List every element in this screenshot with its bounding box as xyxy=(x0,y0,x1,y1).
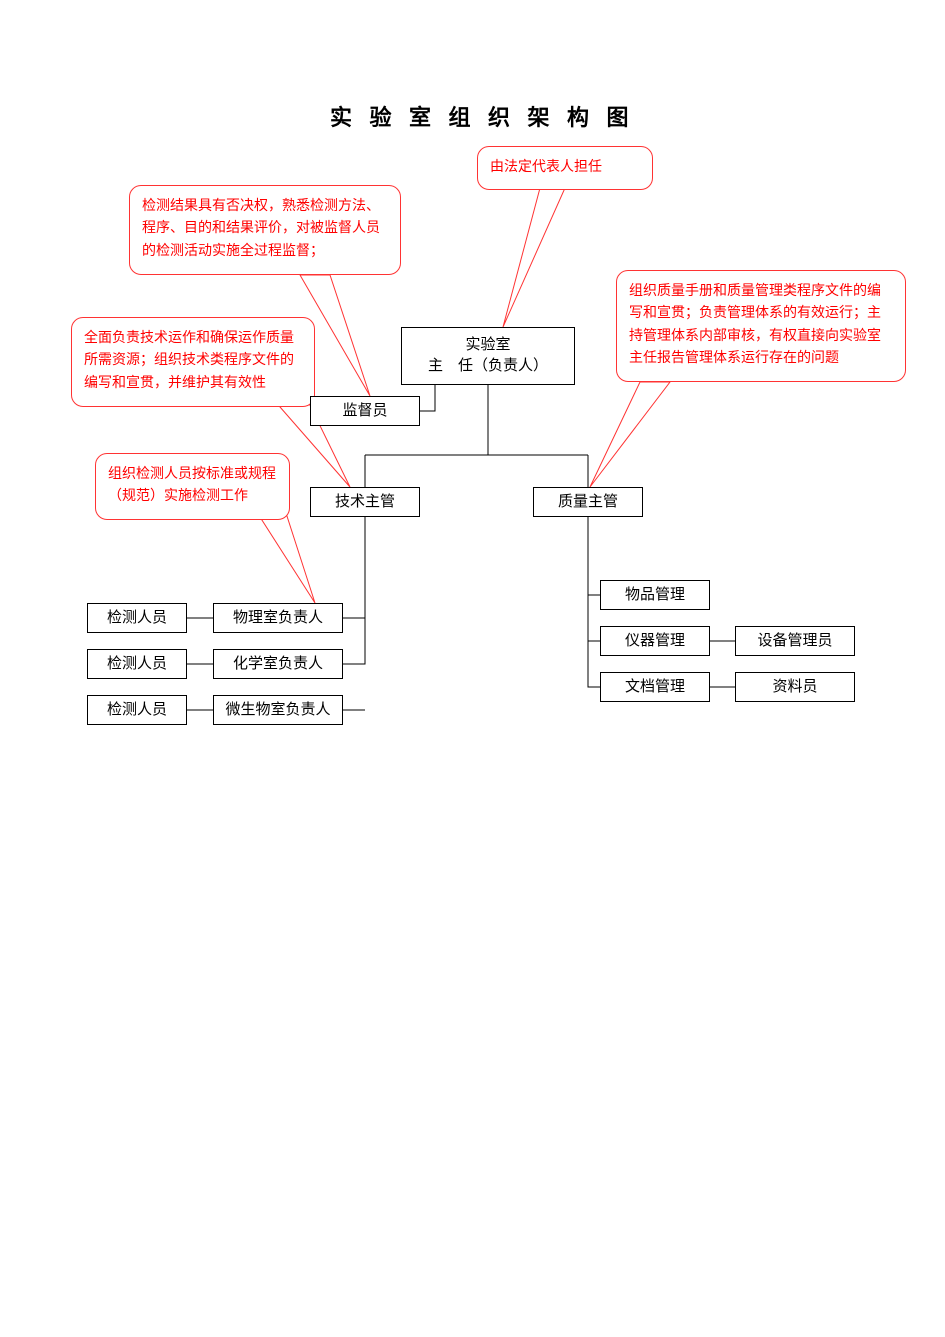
org-chart-canvas: 实 验 室 组 织 架 构 图 由法定代表人担任 检测结果具有否决权，熟悉检测方… xyxy=(0,0,945,1337)
node-microbiology-head: 微生物室负责人 xyxy=(213,695,343,725)
node-tech-lead: 技术主管 xyxy=(310,487,420,517)
node-lab-director-line1: 实验室 xyxy=(465,335,510,356)
callout-organize: 组织检测人员按标准或规程（规范）实施检测工作 xyxy=(95,453,290,520)
node-tester-3: 检测人员 xyxy=(87,695,187,725)
node-archivist: 资料员 xyxy=(735,672,855,702)
node-document-mgmt: 文档管理 xyxy=(600,672,710,702)
node-tester-1: 检测人员 xyxy=(87,603,187,633)
node-instrument-mgmt: 仪器管理 xyxy=(600,626,710,656)
node-physics-head: 物理室负责人 xyxy=(213,603,343,633)
node-quality-lead: 质量主管 xyxy=(533,487,643,517)
node-goods-mgmt: 物品管理 xyxy=(600,580,710,610)
node-equipment-admin: 设备管理员 xyxy=(735,626,855,656)
callout-supervisor: 检测结果具有否决权，熟悉检测方法、程序、目的和结果评价，对被监督人员的检测活动实… xyxy=(129,185,401,275)
node-supervisor: 监督员 xyxy=(310,396,420,426)
node-lab-director: 实验室 主 任（负责人） xyxy=(401,327,575,385)
chart-title: 实 验 室 组 织 架 构 图 xyxy=(330,100,635,132)
callout-legal-rep: 由法定代表人担任 xyxy=(477,146,653,190)
callout-quality: 组织质量手册和质量管理类程序文件的编写和宣贯；负责管理体系的有效运行；主持管理体… xyxy=(616,270,906,382)
node-lab-director-line2: 主 任（负责人） xyxy=(428,356,548,377)
node-chemistry-head: 化学室负责人 xyxy=(213,649,343,679)
node-tester-2: 检测人员 xyxy=(87,649,187,679)
callout-tech-lead: 全面负责技术运作和确保运作质量所需资源；组织技术类程序文件的编写和宣贯，并维护其… xyxy=(71,317,315,407)
